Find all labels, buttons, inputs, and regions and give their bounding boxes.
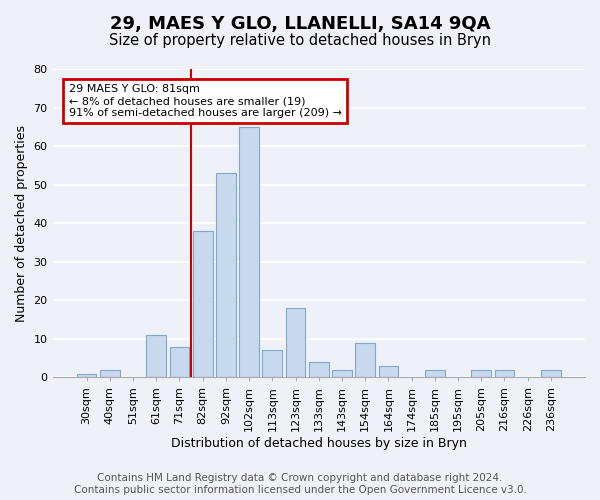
- Text: Size of property relative to detached houses in Bryn: Size of property relative to detached ho…: [109, 32, 491, 48]
- Bar: [494, 370, 514, 378]
- Bar: [309, 362, 329, 378]
- Bar: [355, 342, 375, 378]
- Bar: [193, 231, 212, 378]
- Bar: [216, 173, 236, 378]
- X-axis label: Distribution of detached houses by size in Bryn: Distribution of detached houses by size …: [171, 437, 467, 450]
- Bar: [77, 374, 97, 378]
- Text: Contains HM Land Registry data © Crown copyright and database right 2024.
Contai: Contains HM Land Registry data © Crown c…: [74, 474, 526, 495]
- Bar: [100, 370, 119, 378]
- Y-axis label: Number of detached properties: Number of detached properties: [15, 124, 28, 322]
- Bar: [239, 127, 259, 378]
- Bar: [332, 370, 352, 378]
- Bar: [379, 366, 398, 378]
- Bar: [170, 346, 190, 378]
- Text: 29 MAES Y GLO: 81sqm
← 8% of detached houses are smaller (19)
91% of semi-detach: 29 MAES Y GLO: 81sqm ← 8% of detached ho…: [68, 84, 341, 117]
- Text: 29, MAES Y GLO, LLANELLI, SA14 9QA: 29, MAES Y GLO, LLANELLI, SA14 9QA: [110, 15, 490, 33]
- Bar: [425, 370, 445, 378]
- Bar: [541, 370, 561, 378]
- Bar: [262, 350, 282, 378]
- Bar: [472, 370, 491, 378]
- Bar: [146, 335, 166, 378]
- Bar: [286, 308, 305, 378]
